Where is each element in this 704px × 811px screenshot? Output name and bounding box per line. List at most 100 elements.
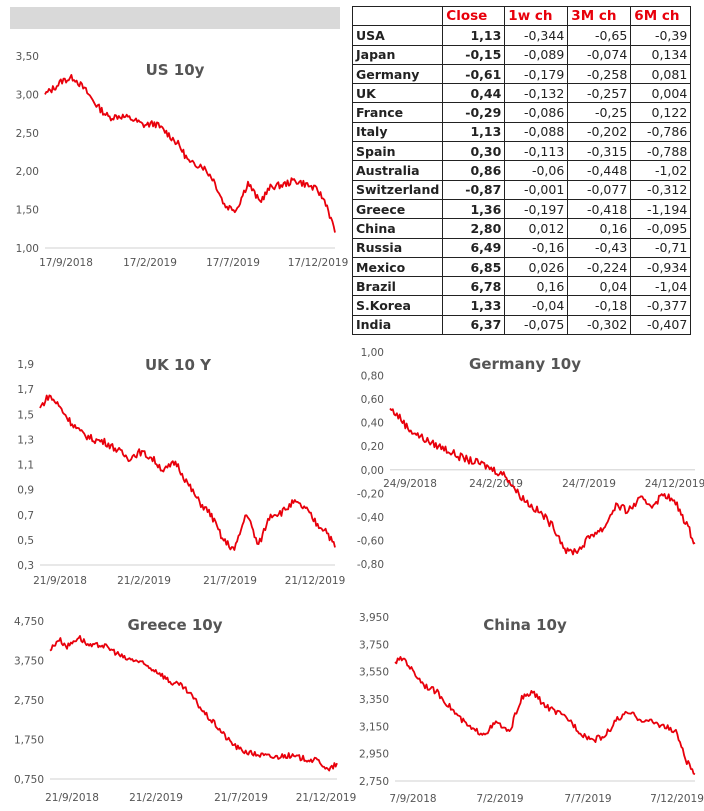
table-row: Mexico 6,85 0,026 -0,224 -0,934 — [351, 256, 692, 278]
cell-1w: -0,088 — [504, 121, 569, 143]
cell-3m: -0,25 — [567, 102, 632, 123]
x-tick-label: 7/12/2019 — [650, 793, 704, 805]
cell-6m: -0,934 — [630, 256, 692, 278]
y-tick-label: 2,750 — [359, 776, 389, 788]
header-1w: 1w ch — [504, 5, 569, 27]
table-row: Russia 6,49 -0,16 -0,43 -0,71 — [351, 237, 692, 258]
x-tick-label: 17/12/2019 — [288, 257, 349, 269]
y-tick-label: 0,20 — [361, 441, 384, 453]
y-tick-label: 0,60 — [361, 394, 384, 406]
y-tick-label: 1,1 — [17, 460, 34, 472]
cell-6m: 0,122 — [630, 102, 692, 123]
cell-6m: -1,194 — [630, 198, 692, 220]
table-row: China 2,80 0,012 0,16 -0,095 — [351, 218, 692, 239]
cell-country: Russia — [351, 237, 444, 258]
cell-1w: -0,197 — [504, 198, 569, 220]
y-tick-label: 1,7 — [17, 384, 34, 396]
cell-close: 2,80 — [442, 218, 506, 239]
cell-close: 0,44 — [442, 83, 506, 104]
cell-close: 6,37 — [442, 314, 506, 336]
header-6m: 6M ch — [630, 5, 692, 27]
cell-3m: -0,315 — [567, 141, 632, 162]
x-tick-label: 21/2/2019 — [117, 575, 171, 587]
x-tick-label: 24/7/2019 — [562, 478, 616, 490]
table-header-row: Close 1w ch 3M ch 6M ch — [351, 5, 692, 27]
chart-greece-10y: Greece 10y 0,750 1,750 2,750 3,750 4,750 21/9… — [14, 616, 356, 804]
table-row: Germany -0,61 -0,179 -0,258 0,081 — [351, 63, 692, 85]
cell-1w: -0,113 — [504, 141, 569, 162]
cell-close: -0,61 — [442, 63, 506, 85]
y-tick-label: -0,60 — [357, 535, 384, 547]
table-row: Switzerland -0,87 -0,001 -0,077 -0,312 — [351, 179, 692, 200]
table-row: UK 0,44 -0,132 -0,257 0,004 — [351, 83, 692, 104]
table-row: Australia 0,86 -0,06 -0,448 -1,02 — [351, 160, 692, 181]
y-tick-label: 0,5 — [17, 535, 34, 547]
cell-country: Germany — [351, 63, 444, 85]
header-bar — [10, 7, 340, 29]
cell-3m: -0,418 — [567, 198, 632, 220]
series-line — [394, 656, 696, 776]
x-tick-label: 21/7/2019 — [214, 792, 268, 804]
cell-country: S.Korea — [351, 295, 444, 316]
cell-country: UK — [351, 83, 444, 104]
series-line — [39, 394, 336, 551]
x-tick-label: 21/7/2019 — [203, 575, 257, 587]
y-tick-label: 3,950 — [359, 612, 389, 624]
y-tick-label: 0,00 — [361, 465, 384, 477]
cell-1w: -0,086 — [504, 102, 569, 123]
x-tick-label: 7/9/2018 — [389, 793, 436, 805]
cell-country: France — [351, 102, 444, 123]
series-line — [389, 407, 696, 556]
y-tick-label: 2,00 — [16, 166, 39, 178]
table-row: USA 1,13 -0,344 -0,65 -0,39 — [351, 25, 692, 46]
table-row: Greece 1,36 -0,197 -0,418 -1,194 — [351, 198, 692, 220]
cell-close: 0,30 — [442, 141, 506, 162]
cell-1w: -0,001 — [504, 179, 569, 200]
y-tick-label: 3,750 — [359, 639, 389, 651]
y-tick-label: 3,550 — [359, 667, 389, 679]
y-tick-label: 0,80 — [361, 371, 384, 383]
cell-1w: 0,026 — [504, 256, 569, 278]
cell-1w: 0,16 — [504, 276, 569, 297]
y-tick-label: 2,750 — [14, 695, 44, 707]
x-tick-label: 17/9/2018 — [39, 257, 93, 269]
x-tick-label: 17/7/2019 — [206, 257, 260, 269]
cell-country: Australia — [351, 160, 444, 181]
y-tick-label: 1,3 — [17, 434, 34, 446]
chart-germany-10y: Germany 10y -0,80 -0,60 -0,40 -0,20 0,00 0,20… — [357, 347, 704, 571]
x-tick-label: 24/12/2019 — [645, 478, 704, 490]
y-tick-label: 0,7 — [17, 510, 34, 522]
chart-title: US 10y — [146, 61, 205, 79]
cell-6m: -0,095 — [630, 218, 692, 239]
chart-title: Greece 10y — [128, 616, 223, 634]
y-tick-label: 1,5 — [17, 409, 34, 421]
cell-1w: -0,089 — [504, 44, 569, 65]
cell-3m: -0,65 — [567, 25, 632, 46]
cell-close: 1,36 — [442, 198, 506, 220]
y-tick-label: 0,40 — [361, 418, 384, 430]
y-tick-label: 0,9 — [17, 485, 34, 497]
y-tick-label: 1,50 — [16, 205, 39, 217]
table-row: France -0,29 -0,086 -0,25 0,122 — [351, 102, 692, 123]
cell-1w: -0,179 — [504, 63, 569, 85]
chart-us-10y: US 10y 1,00 1,50 2,00 2,50 3,00 3,50 17/9/2018… — [16, 51, 349, 269]
cell-1w: -0,075 — [504, 314, 569, 336]
cell-country: China — [351, 218, 444, 239]
x-tick-label: 21/9/2018 — [33, 575, 87, 587]
cell-3m: -0,077 — [567, 179, 632, 200]
chart-title: China 10y — [483, 616, 567, 634]
chart-uk-10y: UK 10 Y 0,3 0,5 0,7 0,9 1,1 1,3 1,5 1,7 1,9 21/9/… — [17, 356, 345, 587]
cell-6m: -0,377 — [630, 295, 692, 316]
cell-3m: -0,302 — [567, 314, 632, 336]
cell-3m: -0,257 — [567, 83, 632, 104]
cell-3m: -0,258 — [567, 63, 632, 85]
y-tick-label: -0,80 — [357, 559, 384, 571]
cell-country: Spain — [351, 141, 444, 162]
cell-1w: 0,012 — [504, 218, 569, 239]
cell-3m: -0,074 — [567, 44, 632, 65]
cell-3m: 0,16 — [567, 218, 632, 239]
x-tick-label: 7/7/2019 — [564, 793, 611, 805]
y-tick-label: -0,40 — [357, 512, 384, 524]
cell-6m: 0,134 — [630, 44, 692, 65]
cell-country: India — [351, 314, 444, 336]
